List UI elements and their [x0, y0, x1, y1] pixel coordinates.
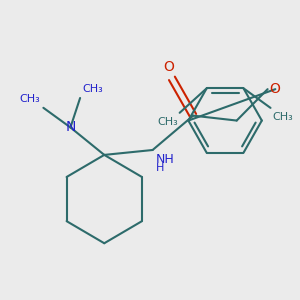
Text: N: N [65, 120, 76, 134]
Text: CH₃: CH₃ [82, 84, 103, 94]
Text: NH: NH [155, 153, 174, 166]
Text: CH₃: CH₃ [157, 117, 178, 127]
Text: CH₃: CH₃ [272, 112, 293, 122]
Text: O: O [269, 82, 281, 96]
Text: CH₃: CH₃ [20, 94, 40, 104]
Text: H: H [155, 163, 164, 173]
Text: O: O [164, 60, 175, 74]
